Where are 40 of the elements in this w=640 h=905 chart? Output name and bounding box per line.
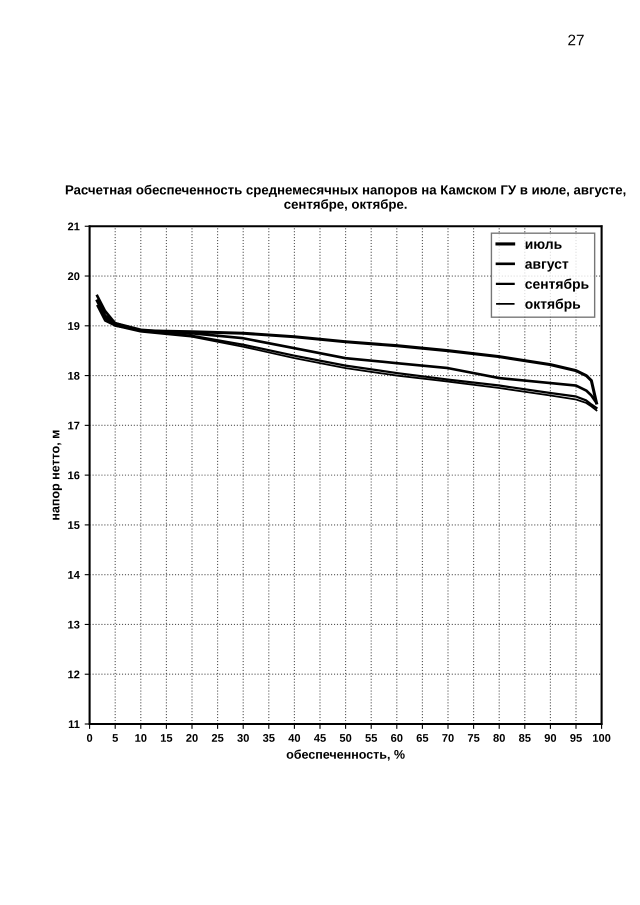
y-tick-label: 15	[68, 521, 80, 530]
x-tick-label: 55	[365, 734, 378, 742]
y-tick-label: 16	[68, 471, 80, 480]
x-tick-label: 10	[135, 734, 147, 742]
x-tick-label: 30	[237, 734, 249, 742]
legend-label: октябрь	[525, 298, 580, 312]
x-tick-label: 90	[544, 734, 556, 742]
legend-label: июль	[526, 241, 562, 249]
x-tick-label: 80	[493, 734, 505, 742]
x-tick-label: 15	[160, 734, 172, 742]
y-tick-label: 13	[68, 620, 80, 629]
x-tick-label: 0	[86, 734, 92, 742]
y-tick-label: 11	[68, 720, 80, 728]
text: 27	[568, 34, 584, 46]
x-tick-label: 45	[314, 734, 326, 742]
x-tick-label: 50	[340, 734, 352, 742]
x-tick-label: 20	[186, 734, 198, 742]
x-tick-label: 65	[416, 734, 428, 742]
x-axis-title: обеспеченность, %	[286, 750, 405, 761]
x-tick-label: 95	[570, 734, 582, 742]
y-tick-label: 17	[68, 422, 80, 430]
y-tick-label: 20	[68, 272, 80, 280]
x-tick-label: 85	[518, 734, 531, 742]
y-tick-label: 18	[68, 372, 80, 380]
y-tick-label: 14	[68, 571, 80, 579]
x-tick-label: 25	[212, 734, 224, 742]
chart-title: Расчетная обеспеченность среднемесячных напоров на Камском ГУ в июле, августе, сентябре, октябре.	[66, 184, 626, 212]
x-tick-label: 35	[262, 734, 275, 742]
y-tick-label: 12	[68, 670, 80, 678]
legend-label: сентябрь	[525, 278, 589, 292]
x-tick-label: 75	[468, 734, 480, 742]
legend-label: август	[525, 261, 568, 272]
x-tick-label: 100	[593, 734, 610, 742]
y-tick-label: 21	[68, 222, 80, 230]
x-tick-label: 70	[442, 734, 454, 742]
y-axis-title: напор нетто, м	[52, 430, 62, 520]
x-tick-label: 60	[391, 734, 403, 742]
x-tick-label: 5	[112, 734, 118, 742]
x-tick-label: 40	[288, 734, 300, 742]
y-tick-label: 19	[68, 322, 80, 330]
